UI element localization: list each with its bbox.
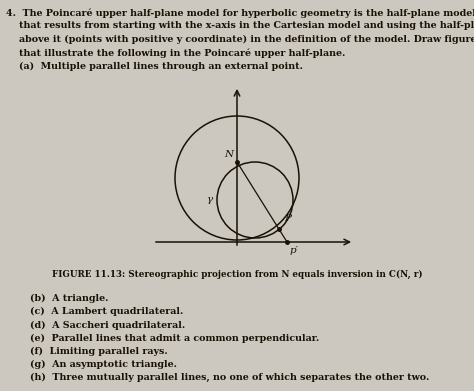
Text: P: P xyxy=(284,214,291,223)
Text: (f)  Limiting parallel rays.: (f) Limiting parallel rays. xyxy=(30,347,168,356)
Text: (h)  Three mutually parallel lines, no one of which separates the other two.: (h) Three mutually parallel lines, no on… xyxy=(30,373,429,382)
Text: γ: γ xyxy=(207,196,213,204)
Text: 4.  The Poincaré upper half-plane model for hyperbolic geometry is the half-plan: 4. The Poincaré upper half-plane model f… xyxy=(6,8,474,18)
Text: that results from starting with the x-axis in the Cartesian model and using the : that results from starting with the x-ax… xyxy=(6,22,474,30)
Text: (a)  Multiple parallel lines through an external point.: (a) Multiple parallel lines through an e… xyxy=(6,62,303,71)
Text: N: N xyxy=(224,150,233,159)
Text: (b)  A triangle.: (b) A triangle. xyxy=(30,294,109,303)
Text: (g)  An asymptotic triangle.: (g) An asymptotic triangle. xyxy=(30,360,177,369)
Text: (e)  Parallel lines that admit a common perpendicular.: (e) Parallel lines that admit a common p… xyxy=(30,334,319,343)
Text: (c)  A Lambert quadrilateral.: (c) A Lambert quadrilateral. xyxy=(30,307,183,316)
Text: that illustrate the following in the Poincaré upper half-plane.: that illustrate the following in the Poi… xyxy=(6,48,346,58)
Text: p′: p′ xyxy=(290,246,299,255)
Text: above it (points with positive y coordinate) in the definition of the model. Dra: above it (points with positive y coordin… xyxy=(6,35,474,44)
Text: (d)  A Saccheri quadrilateral.: (d) A Saccheri quadrilateral. xyxy=(30,320,185,330)
Text: FIGURE 11.13: Stereographic projection from N equals inversion in C(N, r): FIGURE 11.13: Stereographic projection f… xyxy=(52,270,422,279)
